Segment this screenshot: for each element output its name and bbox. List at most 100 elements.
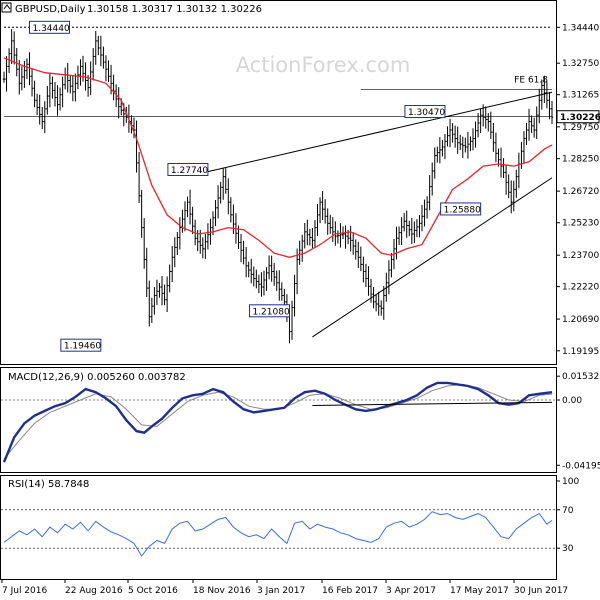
price-bar: [148, 280, 151, 327]
price-bar: [331, 217, 334, 242]
price-bar: [456, 126, 459, 154]
price-tick-label: 1.29750: [562, 123, 599, 133]
price-tick-label: 1.22220: [562, 283, 599, 293]
price-bar: [367, 266, 370, 296]
price-bar: [2, 71, 6, 83]
price-bar: [117, 87, 120, 119]
price-bar: [232, 204, 235, 234]
price-bar: [12, 31, 16, 65]
price-bar: [433, 147, 436, 179]
price-bar: [35, 93, 39, 116]
rsi-tick-label: 70: [562, 506, 574, 516]
price-bar: [295, 248, 299, 295]
annotation-label: 1.27740: [171, 166, 208, 176]
price-bar: [446, 126, 449, 147]
price-bar: [41, 107, 44, 130]
price-bar: [431, 162, 434, 196]
annotation-box: [28, 20, 70, 34]
price-bar: [538, 88, 541, 124]
price-bar: [420, 205, 424, 232]
price-bar: [10, 29, 13, 65]
price-bar: [176, 231, 179, 255]
price-bar: [5, 56, 8, 92]
price-bar: [250, 258, 253, 284]
price-bar: [260, 272, 263, 297]
price-bar: [402, 213, 406, 232]
price-bar: [494, 132, 498, 163]
price-bar: [38, 94, 41, 125]
price-bar: [415, 219, 419, 238]
price-bar: [211, 211, 215, 236]
price-bar: [15, 47, 18, 77]
price-bar: [364, 263, 368, 287]
price-bar: [413, 221, 416, 244]
price-bar: [400, 217, 403, 246]
price-bar: [219, 181, 222, 204]
price-bar: [423, 199, 426, 227]
price-bar: [487, 113, 490, 132]
price-bar: [525, 122, 528, 145]
price-bar: [507, 174, 510, 199]
moving-average-line: [3, 57, 553, 258]
price-bar: [293, 274, 296, 317]
price-bar: [20, 66, 24, 91]
price-bar: [278, 270, 281, 301]
trendline: [207, 91, 553, 173]
macd-layer: 0.015325 0.00 -0.041957: [1, 372, 600, 471]
price-bar: [173, 237, 176, 268]
price-bar: [160, 276, 164, 306]
price-bar: [410, 217, 414, 245]
price-bar: [25, 58, 29, 79]
annotation-box: [167, 162, 209, 176]
price-bar: [405, 210, 408, 238]
price-bar: [102, 46, 105, 69]
price-bar: [112, 74, 115, 101]
time-tick-label: 17 May 2017: [450, 586, 509, 596]
price-bar: [545, 81, 549, 109]
price-bar: [369, 278, 373, 303]
price-bar: [224, 168, 227, 194]
price-bar: [244, 246, 248, 278]
macd-tick-label: 0.00: [562, 396, 582, 406]
rsi-panel-frame: [0, 475, 557, 580]
price-tick-label: 1.25230: [562, 219, 599, 229]
price-bar: [548, 92, 551, 120]
rsi-tick-label: 100: [562, 477, 579, 487]
price-bar: [395, 226, 398, 260]
annotation-box: [60, 338, 102, 352]
price-bar: [479, 108, 482, 133]
price-bar: [145, 247, 148, 298]
last-price-label: 1.30226: [560, 113, 600, 123]
price-bar: [63, 67, 67, 90]
price-bar: [290, 300, 294, 340]
price-bar: [453, 125, 457, 148]
price-bar: [214, 200, 217, 227]
price-tick-label: 1.20690: [562, 315, 599, 325]
time-tick-label: 7 Jul 2016: [2, 586, 47, 596]
price-bar: [270, 255, 273, 282]
price-bar: [318, 197, 322, 224]
price-bar: [255, 269, 258, 289]
price-bar: [97, 35, 100, 56]
macd-line: [2, 381, 553, 463]
price-bar: [155, 279, 159, 306]
price-bar: [385, 272, 388, 302]
price-bar: [303, 222, 306, 249]
price-bar: [257, 274, 261, 294]
price-bar: [58, 87, 62, 111]
annotation-box: [404, 105, 446, 119]
price-bar: [441, 139, 444, 157]
price-bar: [18, 60, 21, 95]
price-bar: [489, 111, 493, 139]
price-bar: [527, 108, 531, 141]
annotation-label: 1.19460: [64, 342, 101, 352]
annotation-label: 1.34440: [32, 24, 69, 34]
price-bar: [158, 282, 161, 298]
price-bar: [252, 266, 255, 287]
price-bar: [76, 65, 80, 90]
price-bar: [499, 147, 503, 178]
price-bar: [380, 300, 383, 316]
price-bar: [329, 214, 332, 234]
price-tick-label: 1.31265: [562, 91, 599, 101]
price-bar: [46, 85, 49, 115]
